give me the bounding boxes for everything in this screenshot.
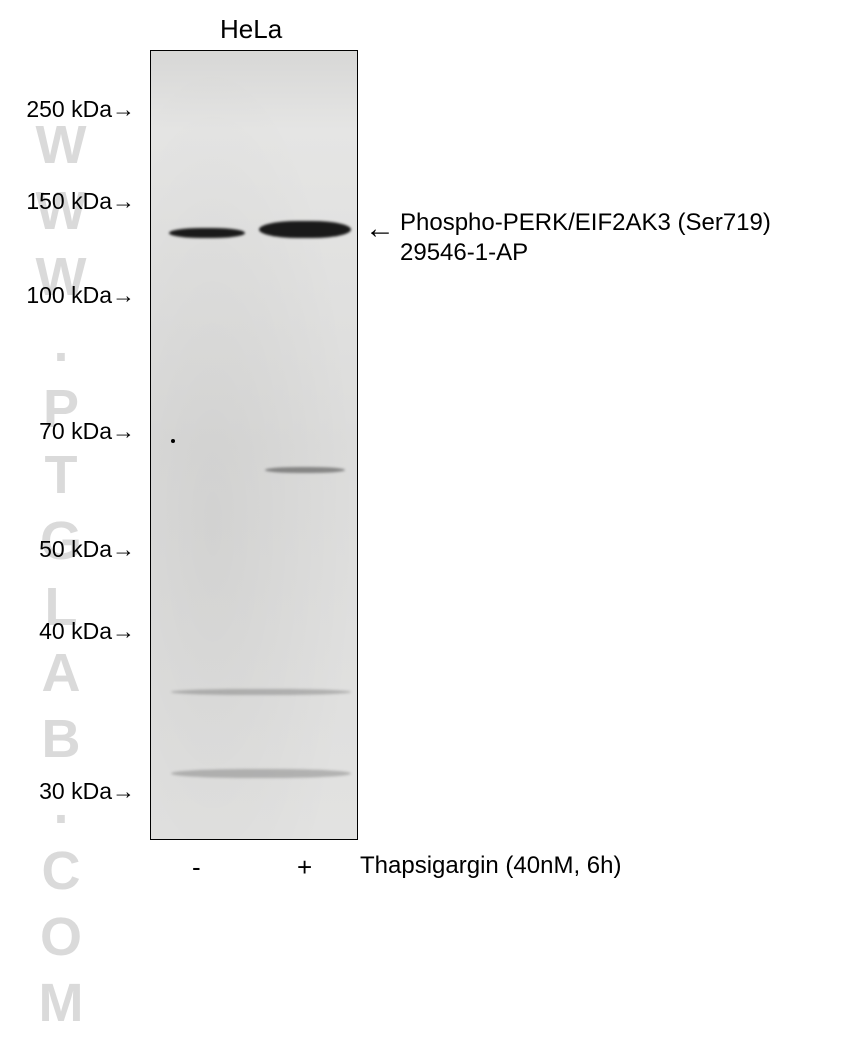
band-label: Phospho-PERK/EIF2AK3 (Ser719) 29546-1-AP (400, 208, 771, 268)
column-header: HeLa (220, 14, 282, 45)
western-blot-figure: WWW.PTGLAB.COM HeLa 250 kDa→ 150 kDa→ 10… (0, 0, 850, 903)
watermark-text: WWW.PTGLAB.COM (30, 115, 92, 1039)
marker-250: 250 kDa→ (5, 98, 135, 121)
band-arrow-icon: ← (365, 214, 395, 244)
band-label-line1: Phospho-PERK/EIF2AK3 (Ser719) (400, 209, 771, 236)
band-faint-32 (171, 769, 351, 778)
band-lane-minus-main (169, 228, 245, 238)
band-lane-plus-main (259, 221, 351, 238)
blot-background (151, 51, 357, 839)
band-lane-plus-faint (265, 467, 345, 473)
blot-membrane (150, 50, 358, 840)
treatment-label: Thapsigargin (40nM, 6h) (360, 852, 621, 880)
marker-100: 100 kDa→ (5, 284, 135, 307)
band-faint-37 (171, 689, 351, 695)
lane-plus-symbol: + (297, 852, 312, 883)
band-label-line2: 29546-1-AP (400, 239, 528, 266)
speck-artifact (171, 439, 175, 443)
marker-40: 40 kDa→ (5, 620, 135, 643)
marker-50: 50 kDa→ (5, 538, 135, 561)
marker-70: 70 kDa→ (5, 420, 135, 443)
lane-minus-symbol: - (192, 852, 201, 883)
marker-30: 30 kDa→ (5, 780, 135, 803)
marker-150: 150 kDa→ (5, 190, 135, 213)
